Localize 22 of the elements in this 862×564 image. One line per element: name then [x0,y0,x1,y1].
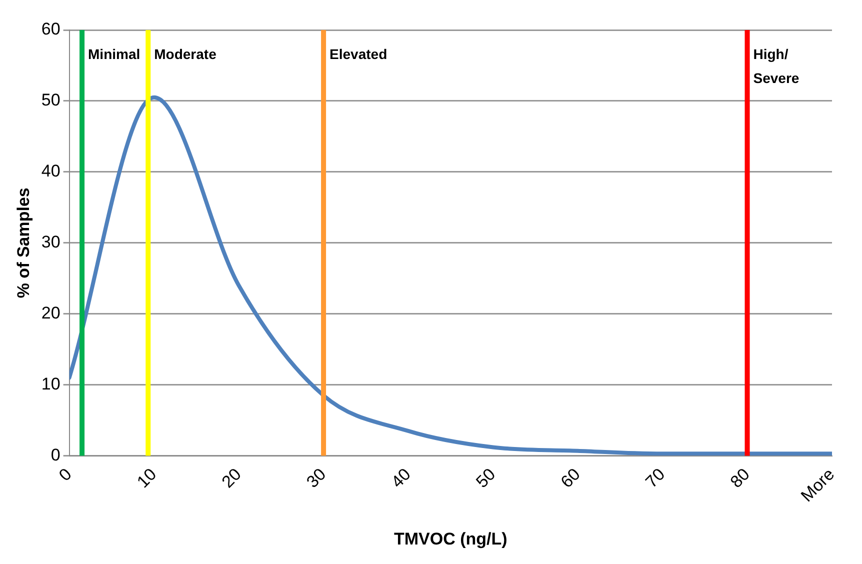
x-tick-label: 80 [726,464,754,492]
ref-line-label: Elevated [330,46,388,62]
y-tick-label: 40 [41,162,60,181]
x-tick-label: 60 [557,464,584,492]
x-tick-label: 30 [302,464,330,492]
ref-line-label: High/ Severe [753,46,800,86]
ref-line-label: Moderate [154,46,217,62]
y-tick-label: 30 [41,232,60,252]
x-tick-label: 0 [55,464,76,485]
y-tick-label: 0 [50,445,60,464]
y-tick-label: 50 [41,90,60,110]
y-tick-label: 20 [41,304,60,323]
y-tick-label: 60 [41,20,60,39]
x-tick-label: 70 [642,464,669,492]
x-tick-label: 10 [133,464,160,492]
x-tick-label: 40 [388,464,414,492]
ref-line-label: Minimal [88,46,140,62]
y-tick-label: 10 [41,374,60,394]
x-tick-label: 50 [472,464,500,492]
y-axis-title: % of Samples [14,188,33,298]
x-tick-label: 20 [218,464,245,492]
x-axis-title: TMVOC (ng/L) [394,529,508,548]
